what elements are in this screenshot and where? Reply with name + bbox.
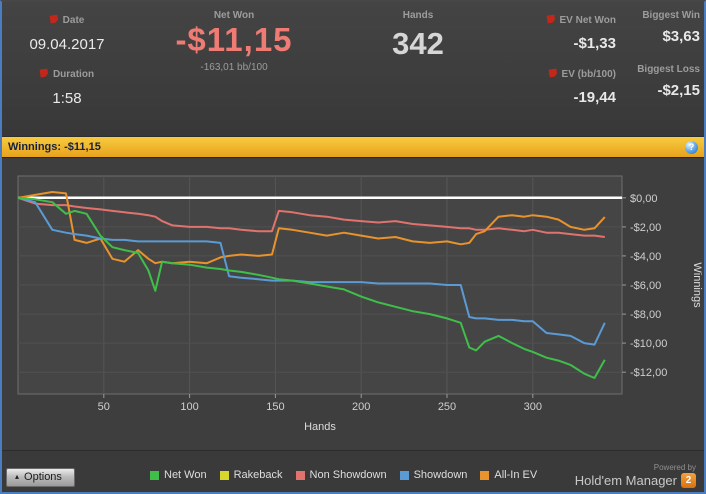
svg-text:$0,00: $0,00 (630, 193, 658, 205)
svg-text:-$4,00: -$4,00 (630, 251, 661, 263)
note-pin-icon (49, 14, 58, 23)
legend-item-showdown[interactable]: Showdown (399, 469, 468, 481)
svg-text:Winnings: Winnings (691, 262, 703, 308)
stat-net-won: Net Won -$11,15 -163,01 bb/100 (150, 10, 318, 73)
footer-bar: ▴ Options Net Won Rakeback Non Showdown … (2, 450, 704, 492)
svg-text:200: 200 (352, 401, 370, 413)
svg-text:-$12,00: -$12,00 (630, 367, 667, 379)
stat-duration: Duration 1:58 (8, 64, 126, 107)
note-pin-icon (39, 68, 48, 77)
stat-net-won-bb100: -163,01 bb/100 (200, 61, 268, 73)
help-icon[interactable]: ? (685, 140, 698, 154)
winnings-bar-text: Winnings: -$11,15 (8, 141, 101, 153)
stat-ev-net-won: EV Net Won -$1,33 (538, 10, 616, 52)
stat-ev-net-won-value: -$1,33 (573, 35, 616, 52)
stat-hands: Hands 342 (354, 10, 482, 62)
legend-label: Rakeback (233, 469, 283, 481)
note-pin-icon (546, 14, 555, 23)
svg-text:300: 300 (524, 401, 542, 413)
winnings-chart: 50 100 150 200 250 300 $0,00 -$2,00 -$4,00 -$6,00… (2, 158, 704, 450)
stat-biggest-loss-label: Biggest Loss (637, 64, 700, 75)
stat-ev-bb100-label: EV (bb/100) (561, 69, 616, 80)
stat-date-value: 09.04.2017 (29, 36, 105, 53)
stat-biggest-win-label: Biggest Win (642, 10, 700, 21)
svg-text:-$10,00: -$10,00 (630, 338, 667, 350)
svg-text:-$8,00: -$8,00 (630, 309, 661, 321)
legend-swatch (295, 470, 305, 480)
svg-text:-$2,00: -$2,00 (630, 222, 661, 234)
stat-ev-bb100-value: -19,44 (573, 89, 616, 106)
options-arrow-icon: ▴ (15, 472, 20, 481)
options-button-label: Options (24, 471, 62, 483)
svg-text:Hands: Hands (304, 421, 336, 433)
stat-date: Date 09.04.2017 (8, 10, 126, 53)
stat-biggest-loss: Biggest Loss -$2,15 (622, 64, 700, 99)
legend-item-non-showdown[interactable]: Non Showdown (295, 469, 387, 481)
brand-name: Hold'em Manager (574, 473, 677, 488)
legend-item-rakeback[interactable]: Rakeback (219, 469, 283, 481)
legend-label: Showdown (413, 469, 468, 481)
stat-biggest-win-value: $3,63 (662, 28, 700, 45)
legend-swatch (219, 470, 229, 480)
stat-net-won-label: Net Won (213, 10, 255, 21)
stat-net-won-value: -$11,15 (175, 21, 293, 58)
stat-biggest-loss-value: -$2,15 (657, 82, 700, 99)
session-stats-header: Date 09.04.2017 Duration 1:58 Net Won -$… (2, 2, 704, 136)
stat-biggest-win: Biggest Win $3,63 (622, 10, 700, 45)
stat-ev-bb100: EV (bb/100) -19,44 (538, 64, 616, 106)
legend-label: Non Showdown (309, 469, 387, 481)
legend-label: Net Won (164, 469, 207, 481)
powered-by-text: Powered by (653, 463, 696, 472)
legend-swatch (150, 470, 159, 480)
stat-date-label: Date (62, 15, 85, 26)
note-pin-icon (548, 68, 557, 77)
stat-duration-value: 1:58 (52, 90, 82, 107)
chart-canvas: 50 100 150 200 250 300 $0,00 -$2,00 -$4,00 -$6,00… (17, 175, 703, 433)
brand-badge-icon: 2 (681, 473, 696, 488)
options-button[interactable]: ▴ Options (6, 468, 75, 487)
brand-block: Powered by Hold'em Manager 2 (575, 463, 696, 488)
legend-label: All-In EV (494, 469, 538, 481)
stat-duration-label: Duration (52, 69, 95, 80)
stat-ev-net-won-label: EV Net Won (559, 15, 616, 26)
legend-item-net-won[interactable]: Net Won (150, 469, 207, 481)
svg-text:-$6,00: -$6,00 (630, 280, 661, 292)
winnings-summary-bar: Winnings: -$11,15 ? (2, 136, 704, 158)
legend-item-all-in-ev[interactable]: All-In EV (480, 469, 537, 481)
svg-text:250: 250 (438, 401, 456, 413)
svg-text:100: 100 (180, 401, 198, 413)
chart-legend: Net Won Rakeback Non Showdown Showdown A… (150, 469, 537, 481)
stat-hands-label: Hands (402, 10, 434, 21)
legend-swatch (399, 470, 409, 480)
stat-hands-value: 342 (392, 26, 444, 61)
svg-text:150: 150 (266, 401, 284, 413)
svg-text:50: 50 (98, 401, 110, 413)
legend-swatch (480, 470, 490, 480)
